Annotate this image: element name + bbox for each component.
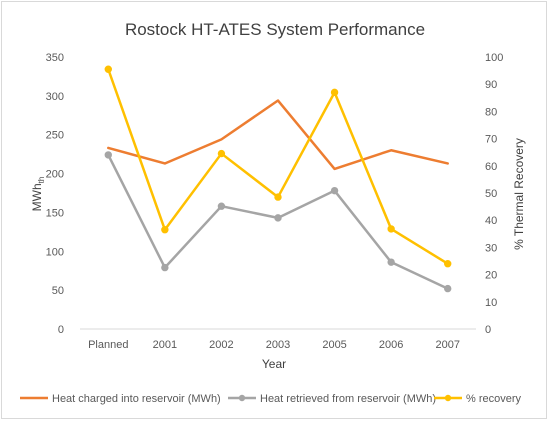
x-tick-label: 2001 xyxy=(153,339,177,351)
series-line-recovery xyxy=(107,67,449,265)
y-tick-label: 350 xyxy=(46,52,64,64)
series-line-heat-charged-into-reservoir-mwh xyxy=(107,99,449,171)
x-tick-label: 2003 xyxy=(266,339,290,351)
data-point-heat-retrieved-from-reservoir-mwh xyxy=(444,284,452,293)
y2-tick-label: 0 xyxy=(485,324,491,336)
y-axis-label: MWhth xyxy=(30,177,46,212)
data-point-recovery xyxy=(104,65,112,73)
y2-tick-label: 50 xyxy=(485,188,497,200)
y-tick-label: 200 xyxy=(46,169,64,181)
y2-tick-label: 30 xyxy=(485,242,497,254)
y2-tick-label: 90 xyxy=(485,79,497,91)
data-point-heat-retrieved-from-reservoir-mwh xyxy=(274,214,282,222)
x-tick-label: Planned xyxy=(88,339,128,351)
y-tick-label: 250 xyxy=(46,130,64,142)
y2-tick-label: 60 xyxy=(485,161,497,173)
x-tick-label: 2002 xyxy=(209,339,233,351)
data-point-heat-retrieved-from-reservoir-mwh xyxy=(330,186,339,195)
y2-tick-label: 10 xyxy=(485,297,497,309)
x-tick-label: 2007 xyxy=(435,339,459,351)
legend-entry-label: % recovery xyxy=(466,393,522,405)
y-tick-label: 50 xyxy=(52,285,64,297)
x-tick-label: 2006 xyxy=(379,339,403,351)
data-point-recovery xyxy=(387,225,395,233)
left-axis-ticks: 0 50 100 150 200 250 300 350 xyxy=(46,52,64,336)
y2-tick-label: 40 xyxy=(485,215,497,227)
y2-axis-label: % Thermal Recovery xyxy=(512,138,526,250)
data-point-recovery xyxy=(330,88,339,97)
y-tick-label: 150 xyxy=(46,207,64,219)
legend-entry-label: Heat charged into reservoir (MWh) xyxy=(52,393,221,405)
y-tick-label: 300 xyxy=(46,91,64,103)
x-axis-ticks: Planned 2001 2002 2003 2005 2006 2007 xyxy=(88,339,460,351)
y-axis-label-subscript: th xyxy=(37,177,46,184)
y-tick-label: 100 xyxy=(46,246,64,258)
data-point-heat-retrieved-from-reservoir-mwh xyxy=(217,202,226,210)
data-point-recovery xyxy=(274,193,282,201)
y2-tick-label: 70 xyxy=(485,134,497,146)
data-point-heat-retrieved-from-reservoir-mwh xyxy=(104,151,112,159)
data-point-recovery xyxy=(161,226,169,234)
y2-tick-label: 100 xyxy=(485,52,503,64)
y2-tick-label: 20 xyxy=(485,270,497,282)
chart-title: Rostock HT-ATES System Performance xyxy=(125,20,425,39)
data-point-heat-retrieved-from-reservoir-mwh xyxy=(387,258,395,266)
legend-entry-label: Heat retrieved from reservoir (MWh) xyxy=(260,393,436,405)
legend-swatch-marker xyxy=(238,394,246,402)
line-chart: Rostock HT-ATES System Performance 0 50 10… xyxy=(20,20,526,405)
data-point-recovery xyxy=(444,260,452,268)
y2-tick-label: 80 xyxy=(485,106,497,118)
legend-swatch-marker xyxy=(444,394,452,402)
legend: Heat charged into reservoir (MWh) Heat re… xyxy=(20,393,522,405)
data-point-heat-retrieved-from-reservoir-mwh xyxy=(161,263,169,272)
chart-frame: Rostock HT-ATES System Performance 0 50 10… xyxy=(1,1,547,419)
y-axis-label-main: MWh xyxy=(30,183,44,211)
x-axis-label: Year xyxy=(262,357,286,371)
right-axis-ticks: 0 10 20 30 40 50 60 70 80 90 100 xyxy=(485,52,503,336)
y-tick-label: 0 xyxy=(58,324,64,336)
series-layer xyxy=(104,65,452,293)
data-point-recovery xyxy=(217,149,226,158)
x-tick-label: 2005 xyxy=(322,339,346,351)
series-line-heat-retrieved-from-reservoir-mwh xyxy=(107,153,449,290)
